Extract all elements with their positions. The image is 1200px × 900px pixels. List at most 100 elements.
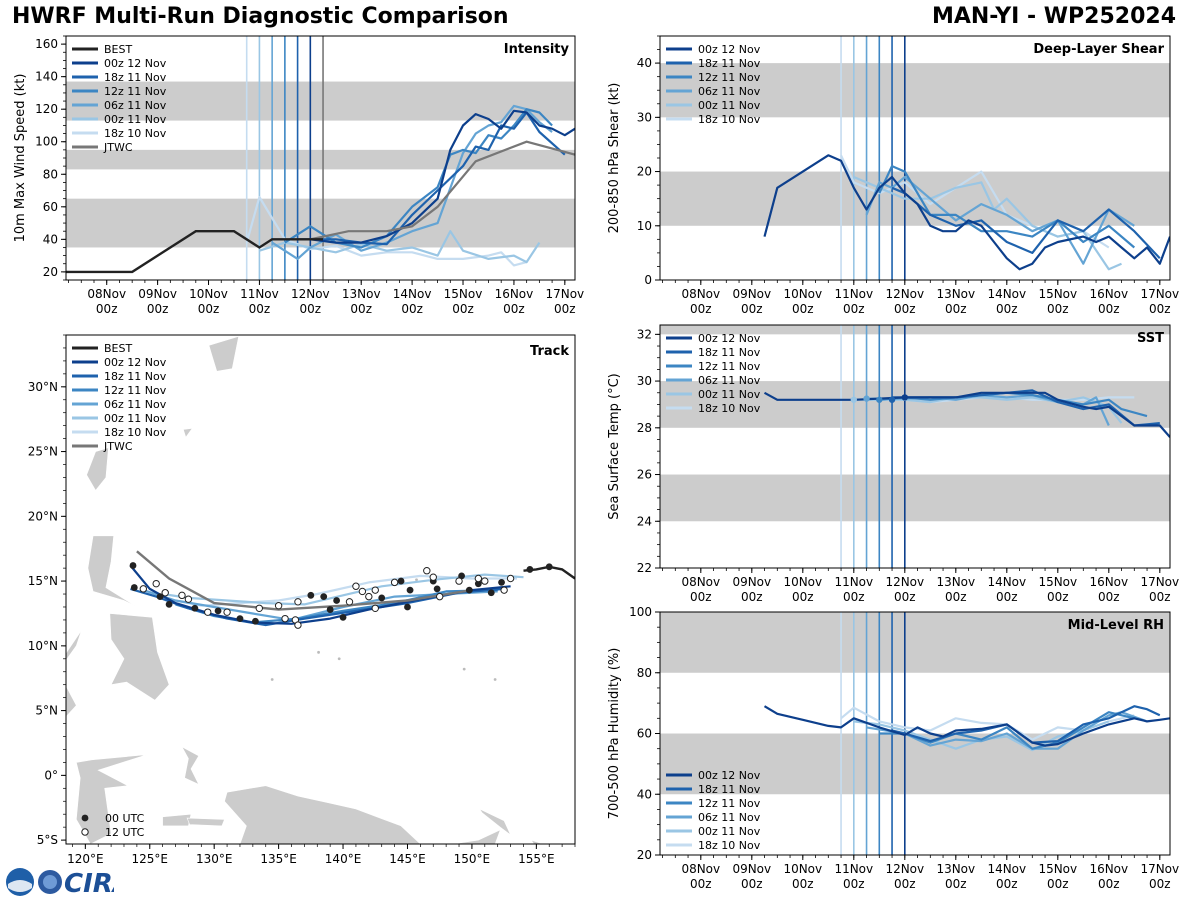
x-tick-label: 00z xyxy=(894,590,916,604)
y-axis-label: 200-850 hPa Shear (kt) xyxy=(607,83,622,234)
y-tick-label: 22 xyxy=(637,561,652,575)
intensity-series xyxy=(66,104,575,274)
y-tick-label: 140 xyxy=(35,70,58,84)
track-point-00utc xyxy=(130,584,138,591)
y-tick-label: 28 xyxy=(637,421,652,435)
track-point-12utc xyxy=(506,574,515,583)
x-tick-label: 00z xyxy=(945,302,967,316)
best-track-line xyxy=(66,229,323,274)
x-tick-label: 00z xyxy=(1098,590,1120,604)
x-tick-label: 11Nov xyxy=(834,287,873,301)
x-tick-label: 11Nov xyxy=(834,575,873,589)
x-tick-label: 00z xyxy=(894,877,916,891)
plot-frame xyxy=(659,324,1171,569)
series-line xyxy=(259,230,541,264)
panel-title: Mid-Level RH xyxy=(1068,618,1164,633)
x-tick-label: 00z xyxy=(843,877,865,891)
track-point-12utc xyxy=(139,585,148,593)
cira-logo: CIRA xyxy=(6,868,114,898)
init-marker xyxy=(888,396,896,403)
y-tick-label: 20 xyxy=(43,265,58,279)
legend-label: 12z 11 Nov xyxy=(104,85,167,98)
jtwc-line xyxy=(310,140,575,241)
rh-panel: 2040608010008Nov00z09Nov00z10Nov00z11Nov… xyxy=(607,605,1179,891)
track-point-12utc xyxy=(371,586,379,594)
track-point-00utc xyxy=(498,578,505,586)
track-point-00utc xyxy=(156,593,164,601)
y-tick-label: 40 xyxy=(43,232,58,246)
legend-label: 12z 11 Nov xyxy=(698,360,761,373)
y-tick-label: 40 xyxy=(637,56,652,70)
x-tick-label: 00z xyxy=(350,302,372,316)
land-mass xyxy=(186,817,225,827)
x-tick-label: 00z xyxy=(792,590,814,604)
track-point-12utc xyxy=(481,577,489,585)
legend-label: 00z 12 Nov xyxy=(698,769,761,782)
x-tick-label: 12Nov xyxy=(885,862,924,876)
x-tick-label: 145°E xyxy=(389,852,426,866)
y-tick-label: 15°N xyxy=(28,574,58,588)
panel-title: Track xyxy=(530,344,569,359)
island xyxy=(576,685,579,688)
track-point-12utc xyxy=(429,573,437,581)
x-tick-label: 17Nov xyxy=(1140,862,1179,876)
x-tick-label: 00z xyxy=(843,590,865,604)
y-tick-label: 160 xyxy=(35,37,58,51)
x-tick-label: 00z xyxy=(1149,590,1171,604)
legend-label: 18z 10 Nov xyxy=(104,426,167,439)
storm-id: MAN-YI - WP252024 xyxy=(931,4,1176,29)
y-tick-label: 10 xyxy=(637,219,652,233)
track-point-12utc xyxy=(474,574,483,583)
y-tick-label: 80 xyxy=(637,666,652,680)
x-tick-label: 00z xyxy=(249,302,271,316)
legend-label: 12z 11 Nov xyxy=(698,797,761,810)
panel-title: SST xyxy=(1137,331,1164,346)
x-tick-label: 08Nov xyxy=(681,287,720,301)
track-point-12utc xyxy=(281,614,289,623)
x-tick-label: 00z xyxy=(996,590,1018,604)
x-tick-label: 16Nov xyxy=(1089,575,1128,589)
track-point-00utc xyxy=(307,591,315,599)
x-tick-label: 135°E xyxy=(260,852,297,866)
series-line xyxy=(763,705,1170,747)
x-tick-label: 08Nov xyxy=(681,862,720,876)
x-tick-label: 155°E xyxy=(518,852,555,866)
y-tick-label: 30°N xyxy=(28,380,58,394)
x-tick-label: 15Nov xyxy=(1038,862,1077,876)
land-mass xyxy=(75,754,148,844)
panel-title: Deep-Layer Shear xyxy=(1033,42,1164,57)
x-tick-label: 17Nov xyxy=(1140,575,1179,589)
x-tick-label: 15Nov xyxy=(1038,575,1077,589)
x-tick-label: 00z xyxy=(996,877,1018,891)
x-tick-label: 00z xyxy=(198,302,220,316)
track-point-00utc xyxy=(397,577,405,585)
x-tick-label: 125°E xyxy=(132,852,169,866)
jtwc-track-line xyxy=(136,550,473,611)
track-point-00utc xyxy=(129,562,137,569)
track-point-00utc xyxy=(326,606,334,613)
x-tick-label: 00z xyxy=(96,302,118,316)
x-tick-label: 13Nov xyxy=(936,862,975,876)
legend-dot-00utc xyxy=(81,814,89,822)
y-tick-label: 5°S xyxy=(37,833,58,847)
legend-label: 00z 11 Nov xyxy=(104,412,167,425)
shaded-band xyxy=(660,612,1170,673)
x-tick-label: 16Nov xyxy=(1089,287,1128,301)
x-tick-label: 14Nov xyxy=(987,862,1026,876)
x-tick-label: 00z xyxy=(741,590,763,604)
track-point-12utc xyxy=(274,601,283,610)
land-mass xyxy=(182,427,193,438)
track-map xyxy=(66,335,579,844)
shaded-band xyxy=(660,474,1170,522)
track-point-00utc xyxy=(252,617,259,625)
series-line xyxy=(310,109,575,244)
y-tick-label: 20 xyxy=(637,165,652,179)
x-tick-label: 00z xyxy=(741,877,763,891)
legend-label: 12z 11 Nov xyxy=(698,71,761,84)
x-tick-label: 00z xyxy=(401,302,423,316)
legend-label: 00z 12 Nov xyxy=(104,57,167,70)
track-point-12utc xyxy=(294,621,302,629)
